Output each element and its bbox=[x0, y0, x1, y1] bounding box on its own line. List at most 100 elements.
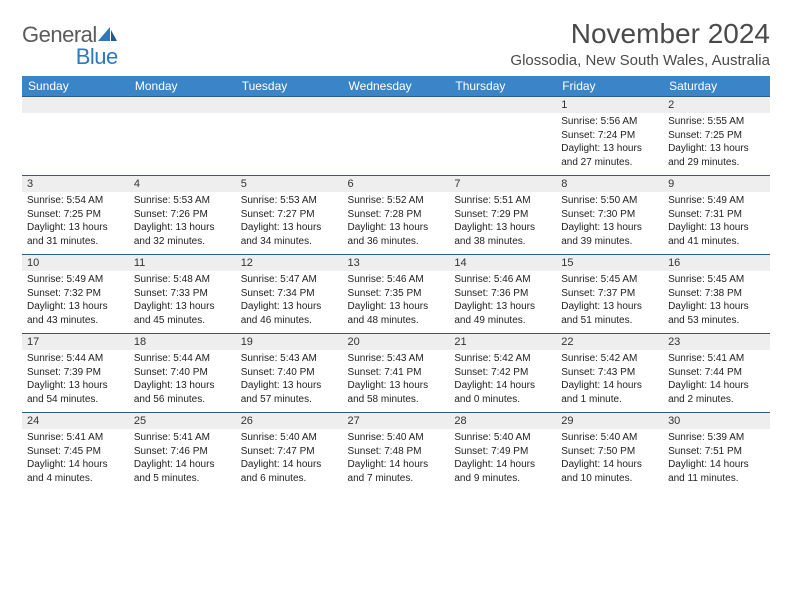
day-cell: 9Sunrise: 5:49 AMSunset: 7:31 PMDaylight… bbox=[663, 176, 770, 255]
month-title: November 2024 bbox=[510, 18, 770, 50]
day-body: Sunrise: 5:41 AMSunset: 7:44 PMDaylight:… bbox=[663, 350, 770, 412]
day-cell: 27Sunrise: 5:40 AMSunset: 7:48 PMDayligh… bbox=[343, 413, 450, 492]
day-cell: 17Sunrise: 5:44 AMSunset: 7:39 PMDayligh… bbox=[22, 334, 129, 413]
day-cell: 5Sunrise: 5:53 AMSunset: 7:27 PMDaylight… bbox=[236, 176, 343, 255]
day-body: Sunrise: 5:48 AMSunset: 7:33 PMDaylight:… bbox=[129, 271, 236, 333]
day-body: Sunrise: 5:40 AMSunset: 7:50 PMDaylight:… bbox=[556, 429, 663, 491]
day-number-empty bbox=[129, 97, 236, 113]
week-row: 17Sunrise: 5:44 AMSunset: 7:39 PMDayligh… bbox=[22, 334, 770, 413]
day-number: 3 bbox=[22, 176, 129, 192]
day-body: Sunrise: 5:42 AMSunset: 7:43 PMDaylight:… bbox=[556, 350, 663, 412]
day-number: 24 bbox=[22, 413, 129, 429]
day-body: Sunrise: 5:54 AMSunset: 7:25 PMDaylight:… bbox=[22, 192, 129, 254]
day-body: Sunrise: 5:44 AMSunset: 7:39 PMDaylight:… bbox=[22, 350, 129, 412]
week-row: 10Sunrise: 5:49 AMSunset: 7:32 PMDayligh… bbox=[22, 255, 770, 334]
logo: GeneralBlue bbox=[22, 18, 118, 70]
day-number: 8 bbox=[556, 176, 663, 192]
day-number-empty bbox=[343, 97, 450, 113]
day-number: 18 bbox=[129, 334, 236, 350]
day-cell: 11Sunrise: 5:48 AMSunset: 7:33 PMDayligh… bbox=[129, 255, 236, 334]
day-number: 1 bbox=[556, 97, 663, 113]
header: GeneralBlue November 2024 Glossodia, New… bbox=[22, 18, 770, 70]
day-cell: 7Sunrise: 5:51 AMSunset: 7:29 PMDaylight… bbox=[449, 176, 556, 255]
day-number: 5 bbox=[236, 176, 343, 192]
day-number: 26 bbox=[236, 413, 343, 429]
day-body: Sunrise: 5:46 AMSunset: 7:35 PMDaylight:… bbox=[343, 271, 450, 333]
weekday-row: Sunday Monday Tuesday Wednesday Thursday… bbox=[22, 76, 770, 97]
day-number: 10 bbox=[22, 255, 129, 271]
day-body: Sunrise: 5:50 AMSunset: 7:30 PMDaylight:… bbox=[556, 192, 663, 254]
weekday-mon: Monday bbox=[129, 76, 236, 97]
day-body: Sunrise: 5:53 AMSunset: 7:27 PMDaylight:… bbox=[236, 192, 343, 254]
day-cell: 24Sunrise: 5:41 AMSunset: 7:45 PMDayligh… bbox=[22, 413, 129, 492]
day-number: 12 bbox=[236, 255, 343, 271]
day-cell: 16Sunrise: 5:45 AMSunset: 7:38 PMDayligh… bbox=[663, 255, 770, 334]
day-body: Sunrise: 5:41 AMSunset: 7:46 PMDaylight:… bbox=[129, 429, 236, 491]
weekday-tue: Tuesday bbox=[236, 76, 343, 97]
day-number: 16 bbox=[663, 255, 770, 271]
day-number: 2 bbox=[663, 97, 770, 113]
day-body: Sunrise: 5:44 AMSunset: 7:40 PMDaylight:… bbox=[129, 350, 236, 412]
day-cell: 6Sunrise: 5:52 AMSunset: 7:28 PMDaylight… bbox=[343, 176, 450, 255]
weekday-fri: Friday bbox=[556, 76, 663, 97]
day-number: 15 bbox=[556, 255, 663, 271]
day-number: 25 bbox=[129, 413, 236, 429]
week-row: 3Sunrise: 5:54 AMSunset: 7:25 PMDaylight… bbox=[22, 176, 770, 255]
day-body: Sunrise: 5:52 AMSunset: 7:28 PMDaylight:… bbox=[343, 192, 450, 254]
week-row: 1Sunrise: 5:56 AMSunset: 7:24 PMDaylight… bbox=[22, 97, 770, 176]
day-number: 7 bbox=[449, 176, 556, 192]
day-cell bbox=[129, 97, 236, 176]
day-body: Sunrise: 5:53 AMSunset: 7:26 PMDaylight:… bbox=[129, 192, 236, 254]
day-number: 28 bbox=[449, 413, 556, 429]
day-body: Sunrise: 5:49 AMSunset: 7:31 PMDaylight:… bbox=[663, 192, 770, 254]
day-cell bbox=[449, 97, 556, 176]
day-cell: 13Sunrise: 5:46 AMSunset: 7:35 PMDayligh… bbox=[343, 255, 450, 334]
day-body: Sunrise: 5:40 AMSunset: 7:47 PMDaylight:… bbox=[236, 429, 343, 491]
day-body: Sunrise: 5:56 AMSunset: 7:24 PMDaylight:… bbox=[556, 113, 663, 175]
day-cell: 19Sunrise: 5:43 AMSunset: 7:40 PMDayligh… bbox=[236, 334, 343, 413]
day-number: 22 bbox=[556, 334, 663, 350]
day-number: 9 bbox=[663, 176, 770, 192]
day-cell: 29Sunrise: 5:40 AMSunset: 7:50 PMDayligh… bbox=[556, 413, 663, 492]
day-body: Sunrise: 5:45 AMSunset: 7:37 PMDaylight:… bbox=[556, 271, 663, 333]
day-cell: 10Sunrise: 5:49 AMSunset: 7:32 PMDayligh… bbox=[22, 255, 129, 334]
day-number: 21 bbox=[449, 334, 556, 350]
day-number: 19 bbox=[236, 334, 343, 350]
day-cell: 22Sunrise: 5:42 AMSunset: 7:43 PMDayligh… bbox=[556, 334, 663, 413]
day-number: 17 bbox=[22, 334, 129, 350]
weekday-wed: Wednesday bbox=[343, 76, 450, 97]
day-cell: 28Sunrise: 5:40 AMSunset: 7:49 PMDayligh… bbox=[449, 413, 556, 492]
day-number: 30 bbox=[663, 413, 770, 429]
day-number: 27 bbox=[343, 413, 450, 429]
day-body: Sunrise: 5:41 AMSunset: 7:45 PMDaylight:… bbox=[22, 429, 129, 491]
day-number: 23 bbox=[663, 334, 770, 350]
day-body: Sunrise: 5:51 AMSunset: 7:29 PMDaylight:… bbox=[449, 192, 556, 254]
day-cell: 15Sunrise: 5:45 AMSunset: 7:37 PMDayligh… bbox=[556, 255, 663, 334]
day-cell: 1Sunrise: 5:56 AMSunset: 7:24 PMDaylight… bbox=[556, 97, 663, 176]
day-cell bbox=[343, 97, 450, 176]
day-body: Sunrise: 5:40 AMSunset: 7:49 PMDaylight:… bbox=[449, 429, 556, 491]
location: Glossodia, New South Wales, Australia bbox=[510, 52, 770, 69]
day-number: 6 bbox=[343, 176, 450, 192]
day-body: Sunrise: 5:47 AMSunset: 7:34 PMDaylight:… bbox=[236, 271, 343, 333]
day-number-empty bbox=[449, 97, 556, 113]
day-body: Sunrise: 5:42 AMSunset: 7:42 PMDaylight:… bbox=[449, 350, 556, 412]
day-cell: 30Sunrise: 5:39 AMSunset: 7:51 PMDayligh… bbox=[663, 413, 770, 492]
day-body: Sunrise: 5:39 AMSunset: 7:51 PMDaylight:… bbox=[663, 429, 770, 491]
day-number: 13 bbox=[343, 255, 450, 271]
week-row: 24Sunrise: 5:41 AMSunset: 7:45 PMDayligh… bbox=[22, 413, 770, 492]
day-number: 11 bbox=[129, 255, 236, 271]
day-cell: 3Sunrise: 5:54 AMSunset: 7:25 PMDaylight… bbox=[22, 176, 129, 255]
day-cell: 25Sunrise: 5:41 AMSunset: 7:46 PMDayligh… bbox=[129, 413, 236, 492]
day-cell: 4Sunrise: 5:53 AMSunset: 7:26 PMDaylight… bbox=[129, 176, 236, 255]
day-body: Sunrise: 5:49 AMSunset: 7:32 PMDaylight:… bbox=[22, 271, 129, 333]
day-cell: 14Sunrise: 5:46 AMSunset: 7:36 PMDayligh… bbox=[449, 255, 556, 334]
day-number: 20 bbox=[343, 334, 450, 350]
day-number: 4 bbox=[129, 176, 236, 192]
weekday-sun: Sunday bbox=[22, 76, 129, 97]
day-number: 14 bbox=[449, 255, 556, 271]
day-cell: 20Sunrise: 5:43 AMSunset: 7:41 PMDayligh… bbox=[343, 334, 450, 413]
day-body: Sunrise: 5:43 AMSunset: 7:41 PMDaylight:… bbox=[343, 350, 450, 412]
day-number: 29 bbox=[556, 413, 663, 429]
day-body: Sunrise: 5:40 AMSunset: 7:48 PMDaylight:… bbox=[343, 429, 450, 491]
